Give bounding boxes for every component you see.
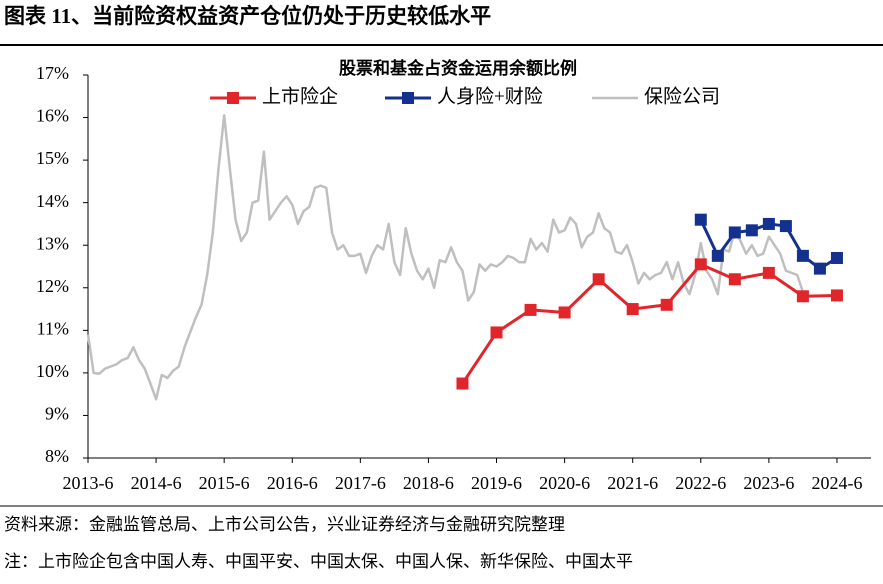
marker: [830, 289, 843, 302]
marker: [796, 290, 809, 303]
marker: [524, 303, 537, 316]
series-line: [461, 262, 837, 385]
x-tick-label: 2021-6: [607, 473, 658, 493]
marker: [456, 377, 469, 390]
x-tick-label: 2015-6: [199, 473, 250, 493]
marker: [558, 306, 571, 319]
x-tick-label: 2016-6: [267, 473, 318, 493]
marker: [626, 303, 639, 316]
series-line: [86, 114, 805, 401]
chart-title: 股票和基金占资金运用余额比例: [339, 58, 577, 78]
x-tick-label: 2018-6: [403, 473, 454, 493]
x-tick-label: 2023-6: [743, 473, 794, 493]
y-tick-label: 14%: [36, 191, 69, 211]
marker: [490, 326, 503, 339]
page-title: 图表 11、当前险资权益资产仓位仍处于历史较低水平: [4, 4, 491, 28]
note: 注：上市险企包含中国人寿、中国平安、中国太保、中国人保、新华保险、中国太平: [4, 552, 633, 571]
source: 资料来源：金融监管总局、上市公司公告，兴业证券经济与金融研究院整理: [4, 515, 565, 534]
marker: [660, 298, 673, 311]
y-tick-label: 8%: [45, 446, 69, 466]
marker: [796, 249, 809, 262]
x-tick-label: 2019-6: [471, 473, 522, 493]
marker: [779, 220, 792, 233]
y-tick-label: 17%: [36, 63, 69, 83]
marker: [694, 258, 707, 271]
y-tick-label: 12%: [36, 276, 69, 296]
marker: [762, 266, 775, 279]
marker: [728, 226, 741, 239]
marker: [711, 249, 724, 262]
legend-label: 人身险+财险: [437, 85, 543, 107]
y-tick-label: 13%: [36, 233, 69, 253]
x-tick-label: 2022-6: [675, 473, 726, 493]
marker: [813, 262, 826, 275]
marker: [592, 273, 605, 286]
legend-marker: [402, 92, 414, 104]
marker: [762, 217, 775, 230]
x-tick-label: 2020-6: [539, 473, 590, 493]
marker: [830, 251, 843, 264]
x-tick-label: 2024-6: [811, 473, 862, 493]
legend-label: 保险公司: [644, 85, 720, 107]
x-tick-label: 2014-6: [131, 473, 182, 493]
legend-label: 上市险企: [262, 85, 338, 107]
y-tick-label: 16%: [36, 106, 69, 126]
x-tick-label: 2017-6: [335, 473, 386, 493]
legend-marker: [227, 92, 239, 104]
marker: [745, 224, 758, 237]
y-tick-label: 9%: [45, 404, 69, 424]
y-tick-label: 11%: [37, 318, 69, 338]
x-tick-label: 2013-6: [63, 473, 114, 493]
y-tick-label: 15%: [36, 148, 69, 168]
y-tick-label: 10%: [36, 361, 69, 381]
marker: [728, 273, 741, 286]
marker: [694, 213, 707, 226]
